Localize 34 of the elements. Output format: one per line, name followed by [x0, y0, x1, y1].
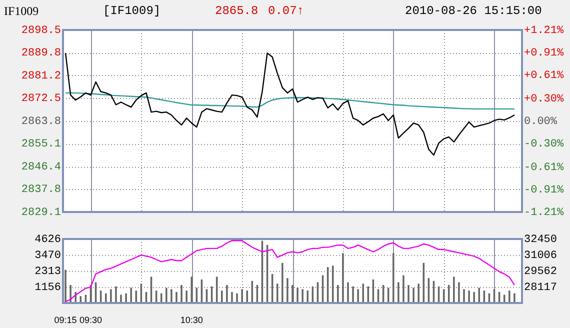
y2-tick-label: 28117 — [524, 282, 558, 294]
y-tick-label: 2889.8 — [21, 48, 61, 60]
y2-tick-label: 31006 — [524, 250, 558, 262]
y2-tick-label: -0.30% — [524, 138, 564, 150]
y-tick-label: 3470 — [34, 250, 61, 262]
y2-tick-label: +1.21% — [524, 24, 564, 37]
y-tick-label: 2855.1 — [21, 138, 62, 151]
x-tick-label: 09:15 — [54, 314, 77, 325]
text: IF1009 — [4, 4, 39, 19]
x-tick-label: 10:30 — [180, 314, 203, 325]
y2-tick-label: 29562 — [524, 266, 558, 278]
y2-tick-label: 0.00% — [524, 116, 558, 128]
y2-tick-label: -1.21% — [524, 206, 564, 219]
y-tick-label: 2872.5 — [21, 93, 61, 106]
y-tick-label: 2313 — [34, 266, 61, 278]
text: 2865.8 — [215, 4, 258, 18]
y-tick-label: 2863.8 — [21, 116, 61, 128]
y2-tick-label: +0.61% — [524, 70, 564, 82]
y2-tick-label: -0.61% — [524, 162, 564, 174]
y2-tick-label: 32450 — [524, 234, 558, 246]
y-tick-label: 2829.1 — [21, 206, 62, 219]
y2-tick-label: +0.91% — [524, 47, 564, 60]
text: 0.07↑ — [268, 4, 304, 18]
y-tick-label: 4626 — [34, 234, 61, 246]
y-tick-label: 2846.4 — [21, 162, 62, 174]
x-tick-label: 09:30 — [79, 314, 102, 325]
y-tick-label: 1156 — [34, 282, 61, 294]
text: [IF1009] — [103, 4, 161, 18]
y2-tick-label: -0.91% — [524, 184, 564, 196]
y-tick-label: 2837.8 — [21, 184, 61, 196]
y-tick-label: 2881.2 — [21, 70, 61, 82]
y2-tick-label: +0.30% — [524, 93, 564, 106]
text: 2010-08-26 15:15:00 — [405, 4, 542, 18]
y-tick-label: 2898.5 — [21, 24, 61, 37]
